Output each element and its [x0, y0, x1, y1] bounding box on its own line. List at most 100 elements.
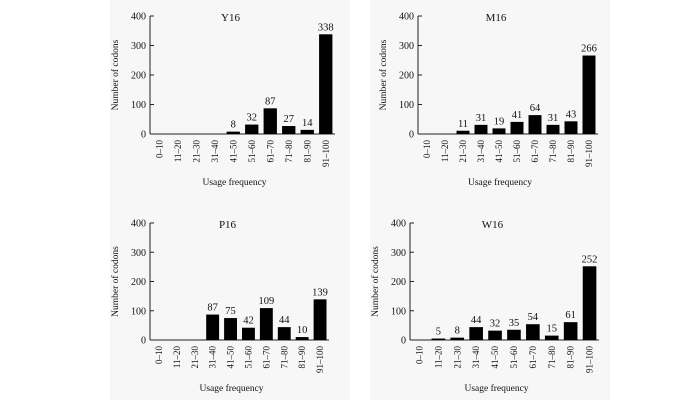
y-tick-label: 0: [401, 336, 406, 347]
y-tick-label: 400: [131, 219, 146, 230]
x-tick-label: 41–50: [494, 140, 504, 163]
bar-value-label: 27: [284, 114, 295, 125]
bar-y16-9: [319, 34, 333, 134]
bar-m16-3: [474, 124, 488, 134]
y-tick-label: 200: [131, 277, 146, 288]
bar-value-label: 252: [582, 254, 598, 265]
x-tick-label: 71–80: [279, 346, 289, 369]
bar-value-label: 61: [565, 310, 576, 321]
x-axis-label: Usage frequency: [202, 177, 266, 188]
x-tick-label: 11–20: [433, 346, 443, 369]
bar-w16-1: [431, 338, 446, 340]
y-tick-label: 300: [131, 248, 146, 259]
x-tick-label: 31–40: [208, 346, 218, 369]
x-tick-label: 61–70: [265, 140, 275, 163]
bar-value-label: 139: [312, 287, 328, 298]
x-tick-label: 21–30: [191, 140, 201, 163]
chart-title: Y16: [221, 12, 240, 24]
x-tick-label: 21–30: [452, 346, 462, 369]
y-tick-label: 300: [399, 41, 414, 52]
bar-y16-4: [226, 131, 240, 134]
x-tick-label: 71–80: [547, 346, 557, 369]
bar-value-label: 42: [243, 316, 254, 327]
x-tick-label: 11–20: [172, 346, 182, 369]
bar-w16-9: [582, 266, 597, 340]
chart-panel-y16: 0 100 200 300 400 Number of codons Y16 0–10 11–2…: [110, 0, 350, 210]
x-tick-label: 41–50: [490, 346, 500, 369]
chart-title: P16: [219, 219, 237, 231]
x-tick-label: 81–90: [566, 346, 576, 369]
bar-p16-4: [224, 318, 237, 340]
x-tick-label: 61–70: [261, 346, 271, 369]
x-tick-label: 71–80: [548, 140, 558, 163]
y-axis-label: Number of codons: [378, 39, 389, 110]
y-tick-label: 400: [391, 219, 406, 230]
x-tick-label: 41–50: [226, 346, 236, 369]
bar-w16-6: [526, 324, 540, 340]
bar-value-label: 64: [530, 103, 541, 114]
x-tick-label: 81–90: [566, 140, 576, 163]
bar-w16-8: [563, 322, 578, 340]
bar-value-label: 338: [318, 22, 334, 33]
x-tick-label: 91–100: [585, 346, 595, 374]
x-tick-label: 21–30: [458, 140, 468, 163]
x-tick-label: 51–60: [512, 140, 522, 163]
bar-value-label: 10: [297, 325, 308, 336]
y-axis-label: Number of codons: [370, 246, 381, 317]
bar-value-label: 15: [547, 324, 558, 335]
x-tick-label: 51–60: [243, 346, 253, 369]
x-tick-label: 61–70: [528, 346, 538, 369]
bar-p16-8: [295, 337, 309, 340]
y-tick-label: 200: [391, 277, 406, 288]
chart-panel-p16: 0 100 200 300 400 Number of codons P16 0–10 11–2…: [110, 205, 350, 400]
x-tick-label: 0–10: [154, 140, 164, 159]
x-tick-label: 91–100: [321, 140, 331, 168]
bar-value-label: 41: [512, 110, 523, 121]
x-tick-label: 21–30: [190, 346, 200, 369]
bar-value-label: 32: [247, 113, 258, 124]
bar-value-label: 14: [302, 118, 313, 129]
x-tick-label: 11–20: [440, 140, 450, 163]
x-tick-label: 61–70: [530, 140, 540, 163]
y-tick-label: 0: [141, 336, 146, 347]
bar-m16-9: [582, 55, 596, 134]
x-tick-label: 51–60: [509, 346, 519, 369]
bar-value-label: 31: [548, 113, 559, 124]
y-tick-label: 100: [131, 100, 146, 111]
x-tick-label: 91–100: [315, 346, 325, 374]
bar-value-label: 266: [581, 44, 597, 55]
bar-value-label: 19: [494, 116, 505, 127]
bar-w16-7: [544, 335, 559, 340]
bar-m16-2: [456, 130, 470, 134]
bar-value-label: 32: [490, 319, 501, 330]
bar-p16-7: [277, 327, 291, 340]
bar-value-label: 8: [231, 120, 236, 131]
x-tick-label: 91–100: [584, 140, 594, 168]
bar-value-label: 44: [279, 315, 290, 326]
x-tick-label: 71–80: [284, 140, 294, 163]
y-tick-label: 0: [409, 130, 414, 141]
y-tick-label: 400: [399, 12, 414, 23]
x-axis-label: Usage frequency: [199, 383, 263, 394]
bar-m16-6: [528, 115, 542, 134]
y-axis-label: Number of codons: [110, 39, 121, 110]
bar-w16-4: [488, 330, 502, 340]
chart-panel-m16: 0 100 200 300 400 Number of codons M16 0–10 11–2…: [370, 0, 610, 210]
bar-value-label: 35: [509, 318, 520, 329]
x-tick-label: 0–10: [422, 140, 432, 159]
bar-value-label: 109: [258, 296, 274, 307]
y-tick-label: 100: [399, 100, 414, 111]
y-tick-label: 300: [391, 248, 406, 259]
x-tick-label: 41–50: [228, 140, 238, 163]
y-axis-label: Number of codons: [110, 246, 121, 317]
bar-p16-9: [313, 299, 327, 340]
bar-value-label: 75: [225, 306, 236, 317]
x-tick-label: 31–40: [210, 140, 220, 163]
x-tick-label: 31–40: [476, 140, 486, 163]
y-tick-label: 100: [131, 306, 146, 317]
bar-value-label: 43: [566, 109, 577, 120]
bar-value-label: 87: [265, 96, 276, 107]
x-tick-label: 11–20: [173, 140, 183, 163]
x-tick-label: 51–60: [247, 140, 257, 163]
